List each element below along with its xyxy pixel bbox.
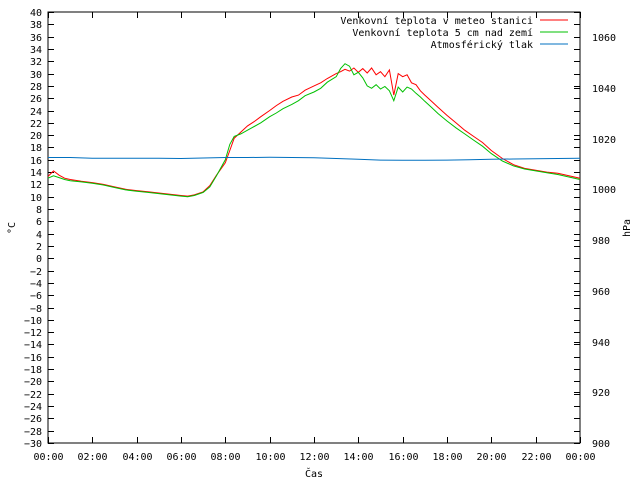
x-tick-label: 10:00 (255, 452, 285, 463)
y-tick-label: 8 (36, 205, 42, 216)
y2-tick-label: 940 (592, 338, 610, 349)
y-tick-label: 38 (30, 20, 42, 31)
y2-tick-label: 960 (592, 287, 610, 298)
series-line-2 (47, 63, 581, 198)
y-tick-label: 34 (30, 45, 42, 56)
y-tick-label: −24 (24, 402, 42, 413)
y-tick-label: −8 (30, 304, 42, 315)
x-tick-label: 16:00 (388, 452, 418, 463)
y-tick-label: 30 (30, 70, 42, 81)
y-tick-label: −6 (30, 291, 42, 302)
y-tick-label: 20 (30, 131, 42, 142)
x-tick-label: 18:00 (432, 452, 462, 463)
legend-label-2: Venkovní teplota 5 cm nad zemí (352, 27, 533, 39)
y2-tick-label: 1000 (592, 185, 616, 196)
y2-tick-label: 1040 (592, 84, 616, 95)
legend-label-3: Atmosférický tlak (431, 39, 533, 51)
y-tick-label: −28 (24, 427, 42, 438)
y-tick-label: 12 (30, 180, 42, 191)
x-tick-label: 00:00 (33, 452, 63, 463)
y-tick-label: −12 (24, 328, 42, 339)
y-tick-label: 22 (30, 119, 42, 130)
y-tick-label: 36 (30, 33, 42, 44)
y-tick-label: −10 (24, 316, 42, 327)
y-tick-label: −20 (24, 377, 42, 388)
series-line-3 (48, 156, 581, 161)
y-tick-label: 10 (30, 193, 42, 204)
y-tick-label: −4 (30, 279, 42, 290)
y-tick-label: 2 (36, 242, 42, 253)
y-tick-label: −2 (30, 267, 42, 278)
y-tick-label: −14 (24, 340, 42, 351)
y2-tick-label: 900 (592, 439, 610, 450)
y-tick-label: 28 (30, 82, 42, 93)
y-tick-label: 14 (30, 168, 42, 179)
y-tick-label: −30 (24, 439, 42, 450)
y-tick-label: 0 (36, 254, 42, 265)
plot-lines (47, 63, 581, 198)
y-tick-label: 24 (30, 107, 42, 118)
x-axis-label: Čas (305, 467, 323, 480)
y2-tick-label: 1020 (592, 135, 616, 146)
y-tick-label: −22 (24, 390, 42, 401)
y-tick-label: 16 (30, 156, 42, 167)
y-tick-label: 40 (30, 8, 42, 19)
y2-tick-label: 980 (592, 236, 610, 247)
y2-tick-label: 1060 (592, 33, 616, 44)
x-tick-label: 22:00 (521, 452, 551, 463)
y-tick-label: 32 (30, 57, 42, 68)
y-tick-label: −26 (24, 414, 42, 425)
y-tick-label: 18 (30, 143, 42, 154)
axes: −30−28−26−24−22−20−18−16−14−12−10−8−6−4−… (24, 8, 616, 463)
y-tick-label: −16 (24, 353, 42, 364)
series-line-1 (47, 67, 581, 197)
x-tick-label: 14:00 (343, 452, 373, 463)
y2-tick-label: 920 (592, 388, 610, 399)
x-tick-label: 20:00 (476, 452, 506, 463)
y-tick-label: 6 (36, 217, 42, 228)
x-tick-label: 08:00 (210, 452, 240, 463)
y-axis-label: °C (7, 222, 18, 234)
x-tick-label: 04:00 (122, 452, 152, 463)
x-tick-label: 06:00 (166, 452, 196, 463)
legend-label-1: Venkovní teplota v meteo stanici (340, 15, 533, 27)
y2-axis-label: hPa (622, 219, 633, 237)
x-tick-label: 02:00 (77, 452, 107, 463)
y-tick-label: −18 (24, 365, 42, 376)
y-tick-label: 26 (30, 94, 42, 105)
x-tick-label: 00:00 (565, 452, 595, 463)
x-tick-label: 12:00 (299, 452, 329, 463)
legend: Venkovní teplota v meteo staniciVenkovní… (340, 15, 568, 51)
y-tick-label: 4 (36, 230, 42, 241)
